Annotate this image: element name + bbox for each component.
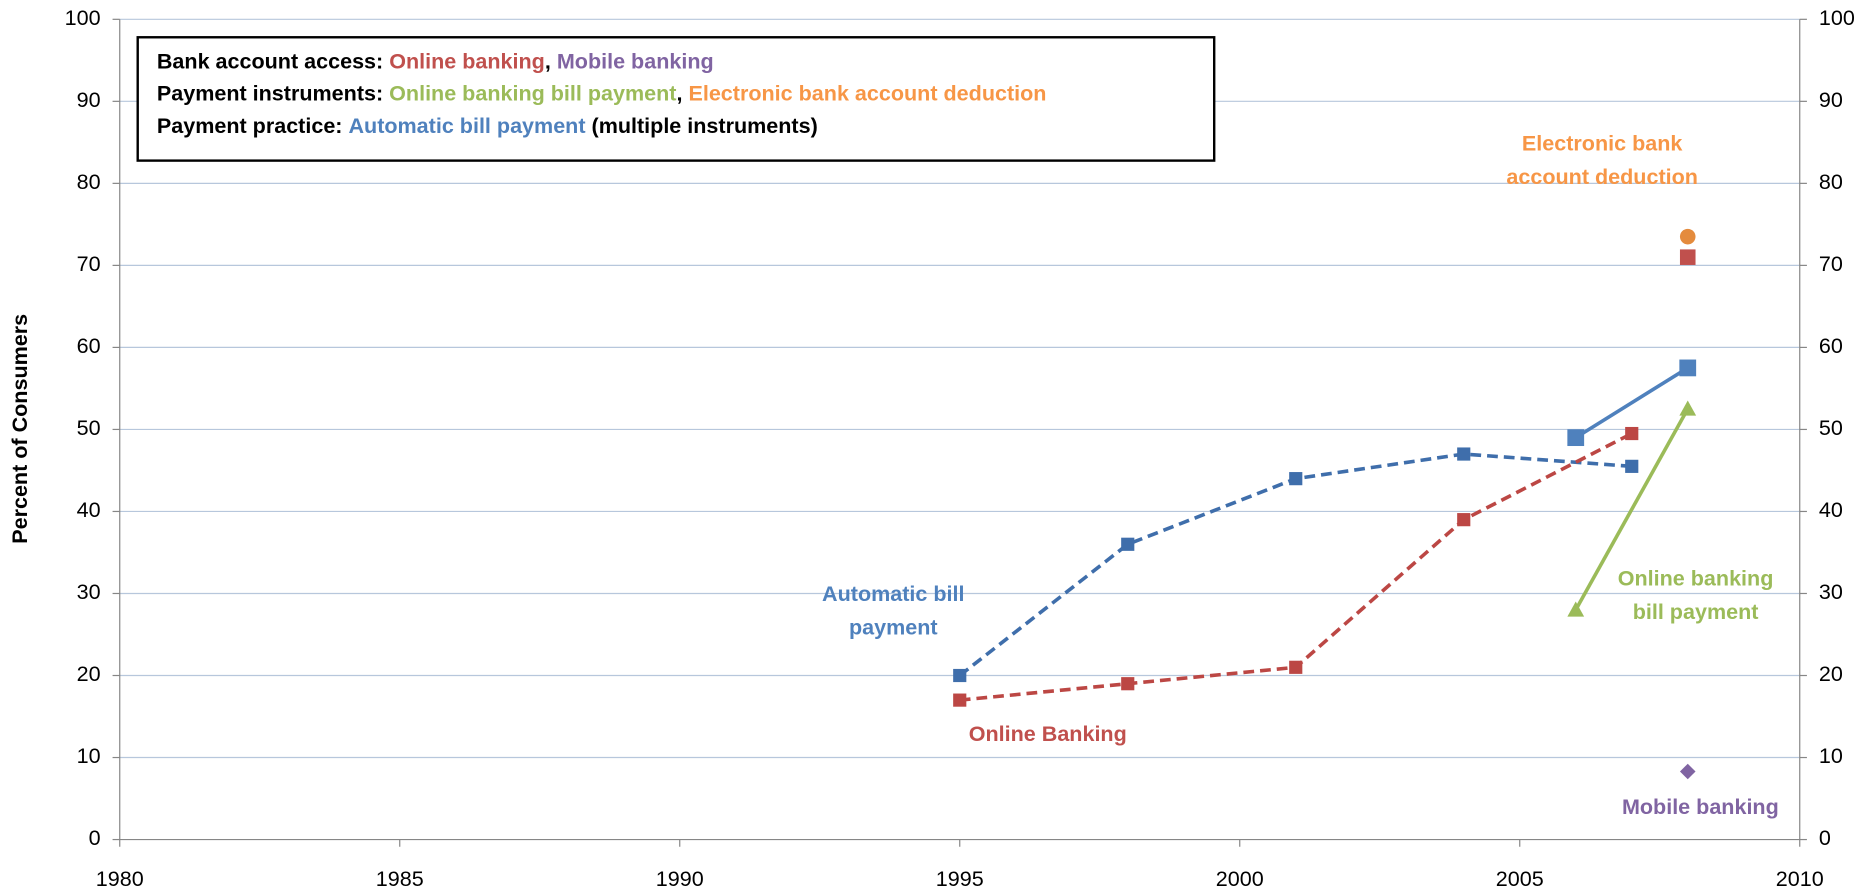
y2-tick-label: 20 — [1819, 661, 1843, 686]
series-line — [1574, 408, 1690, 611]
marker — [1289, 660, 1303, 674]
legend-text: Online banking bill payment — [389, 80, 676, 105]
y2-tick-label: 10 — [1819, 743, 1843, 768]
y2-tick-label: 60 — [1819, 333, 1843, 358]
legend-text: Payment instruments: — [157, 80, 389, 105]
x-tick-label: 1985 — [376, 866, 424, 890]
marker — [953, 668, 967, 683]
y-tick-label: 80 — [77, 169, 101, 194]
annotation: payment — [849, 614, 938, 639]
y-tick-label: 100 — [65, 5, 101, 30]
x-tick-label: 2000 — [1216, 866, 1264, 890]
legend-text: Automatic bill payment — [348, 113, 585, 138]
y-tick-label: 20 — [77, 661, 101, 686]
annotation: account deduction — [1506, 164, 1698, 189]
y-tick-label: 30 — [77, 579, 101, 604]
marker — [1567, 429, 1585, 447]
legend-text: Payment practice: — [157, 113, 349, 138]
legend-text: Mobile banking — [557, 48, 714, 73]
marker — [1679, 228, 1696, 245]
x-tick-label: 1990 — [656, 866, 704, 890]
legend-frame — [136, 36, 1216, 162]
annotation: Mobile banking — [1622, 794, 1779, 819]
y-tick-label: 60 — [77, 333, 101, 358]
y2-tick-label: 80 — [1819, 169, 1843, 194]
y2-tick-label: 50 — [1819, 415, 1843, 440]
series-line — [1574, 366, 1689, 440]
marker — [1625, 459, 1639, 473]
marker — [1457, 447, 1471, 461]
annotation: Automatic bill — [822, 581, 964, 606]
annotation: Online banking — [1618, 565, 1774, 590]
marker — [953, 693, 967, 707]
y-tick-label: 50 — [77, 415, 101, 440]
marker — [1567, 601, 1585, 617]
legend-line: Payment practice: Automatic bill payment… — [157, 113, 818, 138]
y-tick-label: 0 — [89, 825, 101, 850]
marker — [1625, 426, 1639, 441]
y2-tick-label: 100 — [1819, 5, 1855, 30]
legend-text: , — [676, 80, 688, 105]
marker — [1457, 513, 1471, 527]
series-line — [958, 452, 1632, 677]
y2-tick-label: 70 — [1819, 251, 1843, 276]
x-tick-label: 1980 — [96, 866, 144, 890]
legend-text: (multiple instruments) — [586, 113, 818, 138]
x-tick-label: 2010 — [1776, 866, 1824, 890]
y2-tick-label: 40 — [1819, 497, 1843, 522]
y-tick-label: 40 — [77, 497, 101, 522]
x-tick-label: 2005 — [1496, 866, 1544, 890]
marker — [1679, 400, 1697, 416]
marker — [1679, 249, 1696, 265]
legend-text: , — [545, 48, 557, 73]
legend-text: Electronic bank account deduction — [688, 80, 1046, 105]
y2-tick-label: 0 — [1819, 825, 1831, 850]
y-tick-label: 70 — [77, 251, 101, 276]
y-tick-label: 90 — [77, 87, 101, 112]
legend-box: Bank account access: Online banking, Mob… — [136, 36, 1216, 162]
marker — [1679, 763, 1696, 780]
legend-text: Online banking — [389, 48, 545, 73]
y2-tick-label: 30 — [1819, 579, 1843, 604]
legend-line: Payment instruments: Online banking bill… — [157, 80, 1047, 105]
marker — [1679, 359, 1697, 377]
legend-text: Bank account access: — [157, 48, 389, 73]
y2-tick-label: 90 — [1819, 87, 1843, 112]
x-tick-label: 1995 — [936, 866, 984, 890]
legend-line: Bank account access: Online banking, Mob… — [157, 48, 714, 73]
y-axis-label: Percent of Consumers — [7, 314, 32, 544]
marker — [1121, 537, 1135, 551]
annotation: Online Banking — [969, 721, 1127, 746]
annotation: Electronic bank — [1522, 131, 1682, 156]
marker — [1121, 677, 1135, 691]
marker — [1289, 472, 1303, 486]
y-tick-label: 10 — [77, 743, 101, 768]
annotation: bill payment — [1633, 599, 1759, 624]
